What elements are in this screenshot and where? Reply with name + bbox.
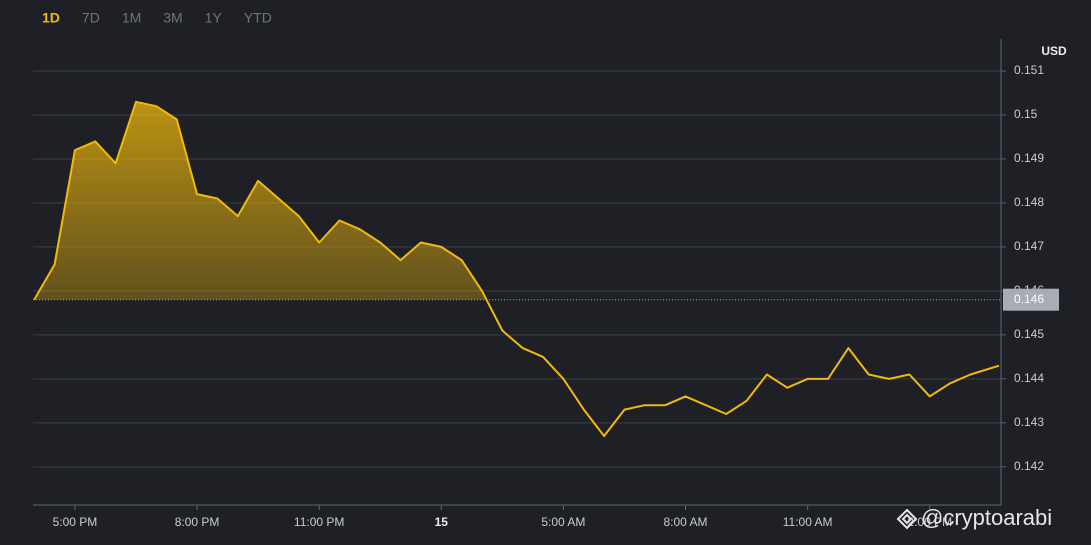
plot: 0.142 0.143 0.144 0.145 0.146 0.147 0.148 0.149…: [33, 39, 1059, 529]
x-tick-label: 11:00 AM: [783, 515, 833, 529]
y-tick-label: 0.15: [1014, 107, 1038, 121]
watermark: @cryptoarabi: [896, 505, 1052, 530]
y-tick-label: 0.144: [1014, 371, 1044, 385]
reference-label-box: [1003, 288, 1059, 311]
timeframe-button[interactable]: 1D: [42, 10, 60, 26]
y-tick-label: 0.142: [1014, 459, 1044, 473]
watermark-icon: [896, 508, 918, 530]
timeframe-button[interactable]: 1Y: [205, 10, 223, 26]
timeframe-bar: 1D 7D 1M 3M 1Y YTD: [42, 10, 272, 26]
x-tick-label: 8:00 PM: [175, 515, 220, 529]
reference-label: 0.146: [1014, 292, 1044, 306]
x-tick-label: 2:00 PM: [907, 515, 952, 529]
x-tick-label: 15: [435, 515, 449, 529]
y-tick-label: 0.151: [1014, 63, 1044, 77]
x-tick-label: 8:00 AM: [664, 515, 708, 529]
timeframe-button[interactable]: YTD: [244, 10, 272, 26]
x-tick-label: 5:00 PM: [53, 515, 98, 529]
x-tick-label: 5:00 AM: [541, 515, 585, 529]
timeframe-button[interactable]: 3M: [163, 10, 182, 26]
timeframe-button[interactable]: 1M: [122, 10, 141, 26]
y-tick-label: 0.143: [1014, 415, 1044, 429]
y-unit: USD: [1041, 44, 1067, 58]
y-tick-label: 0.145: [1014, 327, 1044, 341]
y-tick-label: 0.148: [1014, 195, 1044, 209]
watermark-text: @cryptoarabi: [921, 505, 1052, 530]
area: [34, 101, 999, 300]
price-line: [33, 100, 1000, 437]
x-tick-label: 11:00 PM: [294, 515, 344, 529]
y-tick-label: 0.147: [1014, 239, 1044, 253]
y-tick-label: 0.149: [1014, 151, 1044, 165]
timeframe-button[interactable]: 7D: [82, 10, 100, 26]
